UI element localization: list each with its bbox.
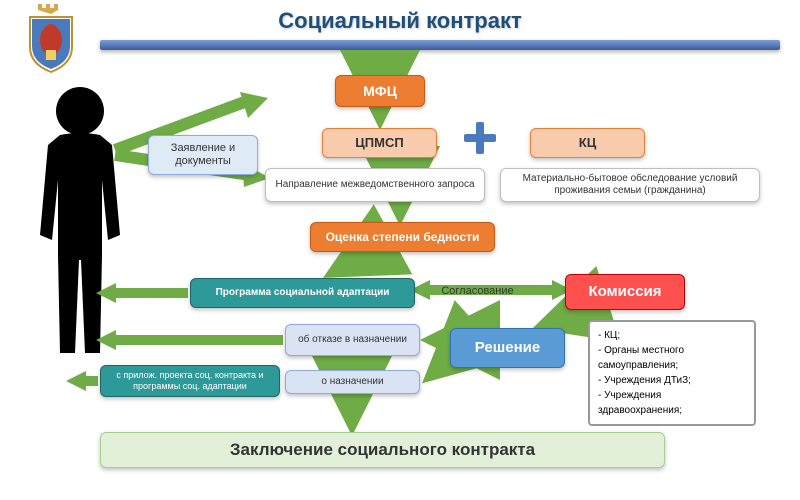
node-appointment: о назначении: [285, 370, 420, 394]
title-bar: [100, 40, 780, 50]
legend-box: - КЦ;- Органы местного самоуправления;- …: [588, 320, 756, 426]
node-agreement: Согласование: [430, 281, 525, 303]
node-refusal: об отказе в назначении: [285, 324, 420, 356]
node-decision: Решение: [450, 328, 565, 368]
page-title: Социальный контракт: [278, 8, 522, 34]
node-attachment: с прилож. проекта соц. контракта и прогр…: [100, 365, 280, 397]
node-application: Заявление и документы: [148, 135, 258, 175]
legend-item: - Учреждения здравоохранения;: [598, 388, 746, 418]
node-assessment: Оценка степени бедности: [310, 222, 495, 252]
node-direction: Направление межведомственного запроса: [265, 168, 485, 202]
node-mfc: МФЦ: [335, 75, 425, 107]
node-cpmsp: ЦПМСП: [322, 128, 437, 158]
node-material: Материально-бытовое обследование условий…: [500, 168, 760, 202]
node-kc: КЦ: [530, 128, 645, 158]
coat-of-arms: [20, 2, 82, 79]
legend-item: - Органы местного самоуправления;: [598, 343, 746, 373]
node-commission: Комиссия: [565, 274, 685, 310]
node-program: Программа социальной адаптации: [190, 278, 415, 308]
legend-item: - КЦ;: [598, 328, 746, 343]
node-conclusion: Заключение социального контракта: [100, 432, 665, 468]
person-icon: [30, 85, 130, 370]
legend-item: - Учреждения ДТиЗ;: [598, 373, 746, 388]
